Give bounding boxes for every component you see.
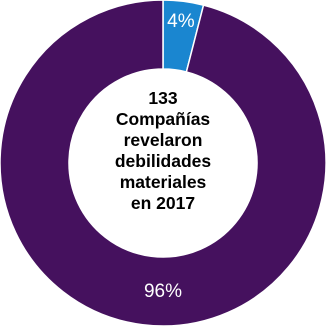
donut-slice-labels: 4% 96%: [144, 11, 195, 302]
center-label-line: materiales: [119, 172, 207, 192]
center-label-line: debilidades: [114, 151, 212, 171]
center-label-line: 133: [148, 88, 178, 108]
slice-label: 96%: [144, 281, 182, 302]
donut-center-label: 133 Compañías revelaron debilidades mate…: [103, 88, 223, 214]
center-label-line: revelaron: [123, 130, 203, 150]
center-label-line: Compañías: [115, 109, 211, 129]
center-label-line: en 2017: [130, 193, 196, 213]
slice-label: 4%: [167, 11, 195, 32]
